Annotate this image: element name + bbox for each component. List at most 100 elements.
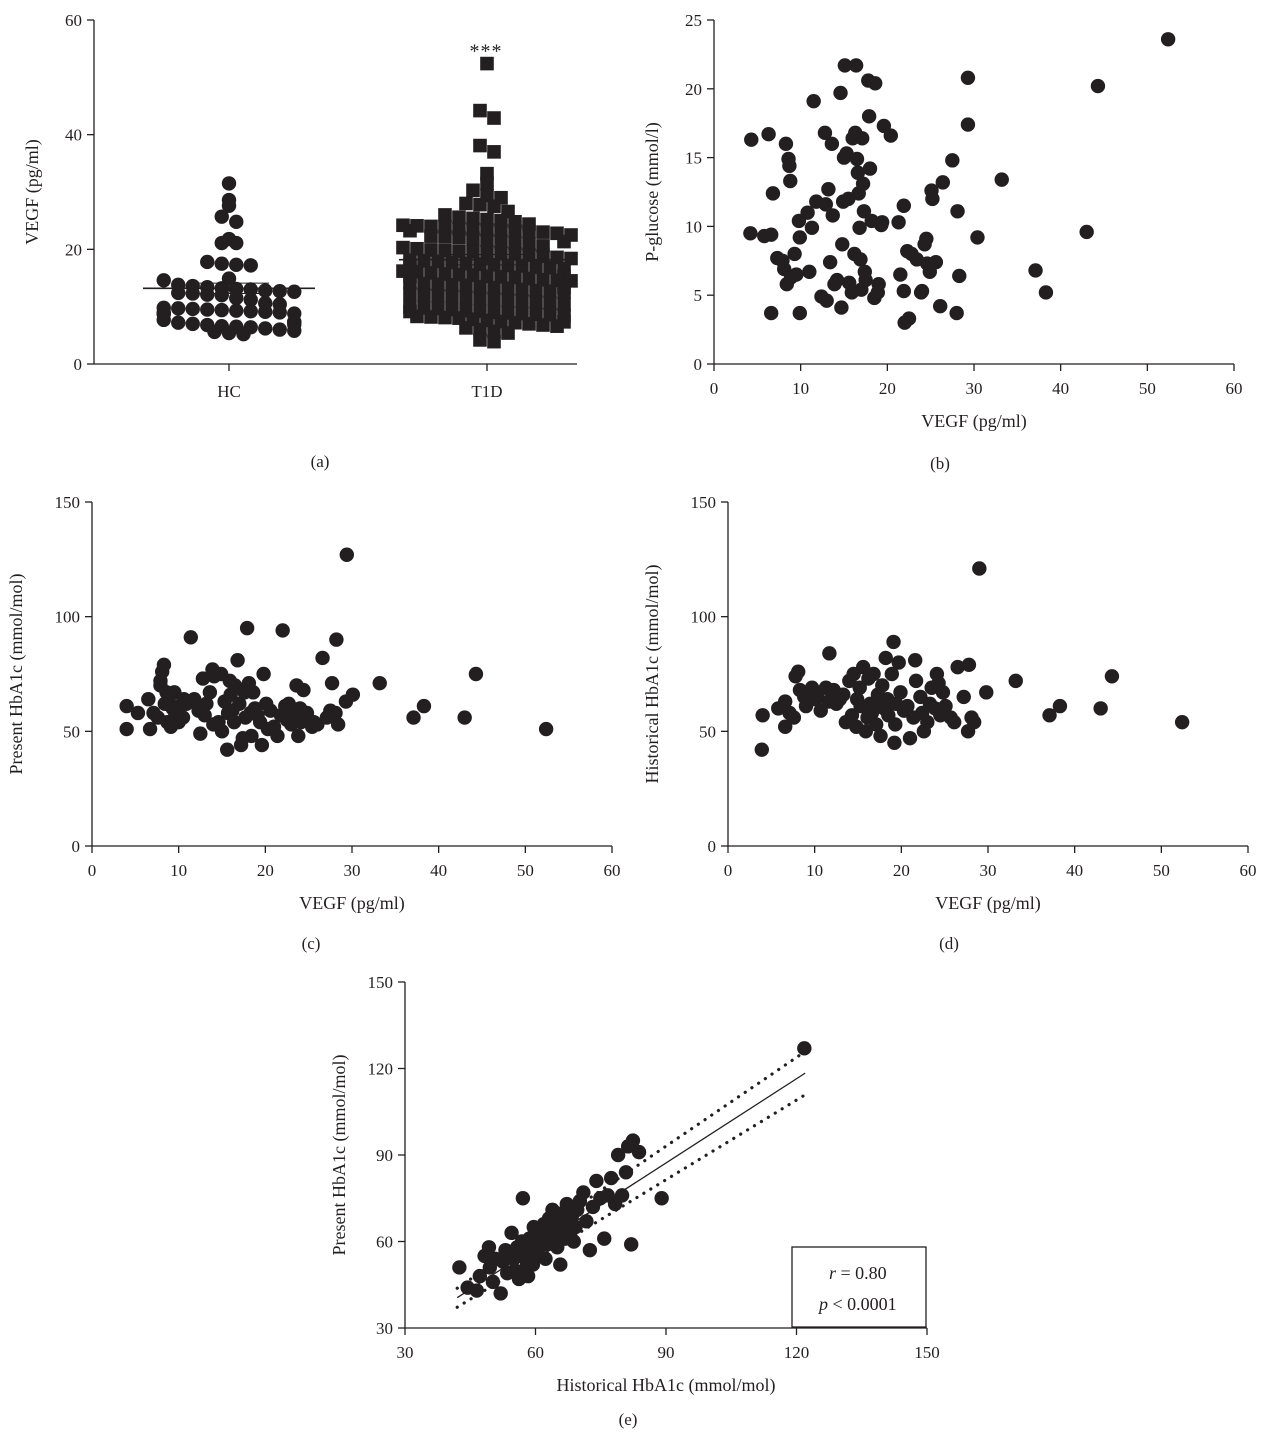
y-tick-label-c: 150 [55, 493, 81, 512]
data-point-t1d [473, 322, 487, 337]
stats-box [791, 1246, 927, 1328]
data-point-t1d [522, 271, 536, 286]
panel-label-a: (a) [311, 452, 330, 471]
data-point-c [270, 728, 285, 744]
y-axis-title-b: P-glucose (mmol/l) [642, 122, 663, 261]
data-point-c [275, 623, 290, 638]
stats-r-symbol: r [829, 1263, 837, 1283]
data-point-hc [185, 301, 200, 317]
data-point-hc [229, 257, 244, 273]
data-point-hc [258, 321, 273, 336]
data-point-hc [214, 235, 229, 251]
data-point-t1d [515, 259, 529, 273]
panel-label-d: (d) [939, 934, 959, 953]
data-point-b [806, 93, 821, 109]
data-point-d [754, 742, 769, 757]
data-point-c [175, 710, 191, 725]
x-tick-label-d: 30 [980, 861, 997, 880]
data-point-hc [156, 312, 171, 328]
data-point-d [1093, 701, 1108, 716]
data-point-b [1090, 78, 1106, 94]
data-point-c [296, 682, 311, 698]
data-point-d [908, 653, 923, 668]
data-point-hc [171, 315, 186, 330]
data-point-t1d [438, 208, 452, 222]
x-tick-label-d: 20 [893, 861, 910, 880]
data-point-c [220, 742, 235, 757]
data-point-b [855, 131, 870, 146]
data-point-c [406, 710, 421, 725]
x-tick-label-d: 0 [724, 861, 733, 880]
data-point-t1d [522, 237, 536, 251]
data-point-e [485, 1274, 501, 1290]
data-point-b [848, 58, 864, 73]
data-point-t1d [487, 111, 501, 125]
data-point-b [896, 283, 911, 299]
y-tick-label-b: 0 [694, 355, 703, 374]
x-tick-label-e: 60 [527, 1343, 544, 1362]
data-point-d [966, 714, 982, 730]
data-point-b [817, 125, 833, 141]
data-point-c [187, 692, 202, 707]
data-point-b [835, 237, 850, 252]
data-point-t1d [522, 248, 536, 262]
data-point-t1d [424, 243, 438, 257]
data-point-t1d [438, 229, 452, 244]
x-tick-label-c: 30 [344, 861, 361, 880]
data-point-e [579, 1214, 594, 1229]
x-tick-label-b: 30 [966, 379, 983, 398]
data-point-t1d [501, 293, 515, 308]
data-point-e [481, 1240, 497, 1255]
data-point-e [493, 1286, 508, 1301]
data-point-d [836, 687, 851, 702]
data-point-t1d [487, 292, 501, 307]
data-point-b [1028, 263, 1043, 278]
x-tick-label-c: 0 [88, 861, 97, 880]
data-point-c [256, 666, 271, 682]
data-point-e [797, 1041, 812, 1056]
y-tick-label-a: 0 [74, 355, 83, 374]
data-point-t1d [410, 219, 424, 233]
stats-p-value: < 0.0001 [828, 1294, 897, 1314]
data-point-c [291, 728, 306, 744]
data-point-hc [200, 287, 215, 302]
data-point-d [908, 673, 924, 689]
data-point-b [893, 267, 908, 282]
data-point-b [945, 153, 960, 168]
data-point-t1d [494, 223, 508, 238]
data-point-c [372, 675, 387, 691]
data-point-b [850, 165, 866, 180]
data-point-b [883, 128, 898, 143]
data-point-c [232, 696, 247, 712]
y-tick-label-d: 0 [708, 837, 717, 856]
data-point-d [875, 678, 890, 693]
data-point-hc [229, 303, 244, 318]
chart-c: 0 50 100 150 0 10 20 30 40 50 60 Present HbA1c (mmo… [6, 493, 621, 914]
data-point-t1d [466, 211, 480, 226]
data-point-t1d [424, 310, 438, 324]
data-point-t1d [459, 196, 473, 211]
data-point-t1d [473, 197, 487, 212]
data-point-c [244, 728, 259, 744]
data-point-c [315, 650, 330, 666]
data-point-t1d [536, 239, 550, 253]
data-point-t1d [508, 315, 522, 330]
data-point-d [972, 561, 987, 576]
data-point-t1d [424, 229, 438, 243]
confidence-band-lower [455, 1093, 807, 1309]
data-point-d [1008, 673, 1023, 689]
data-point-t1d [410, 264, 424, 279]
x-tick-label-b: 0 [710, 379, 719, 398]
data-point-t1d [424, 266, 438, 280]
data-point-t1d [480, 176, 494, 191]
data-point-t1d [403, 286, 417, 301]
data-point-d [1052, 698, 1068, 714]
data-point-d [852, 680, 867, 695]
data-point-t1d [452, 210, 466, 225]
data-point-b [837, 58, 853, 73]
data-point-hc [214, 209, 229, 224]
panel-label-c: (c) [302, 934, 321, 953]
data-point-c [246, 685, 261, 700]
data-point-b [783, 173, 798, 189]
data-point-t1d [480, 233, 494, 247]
